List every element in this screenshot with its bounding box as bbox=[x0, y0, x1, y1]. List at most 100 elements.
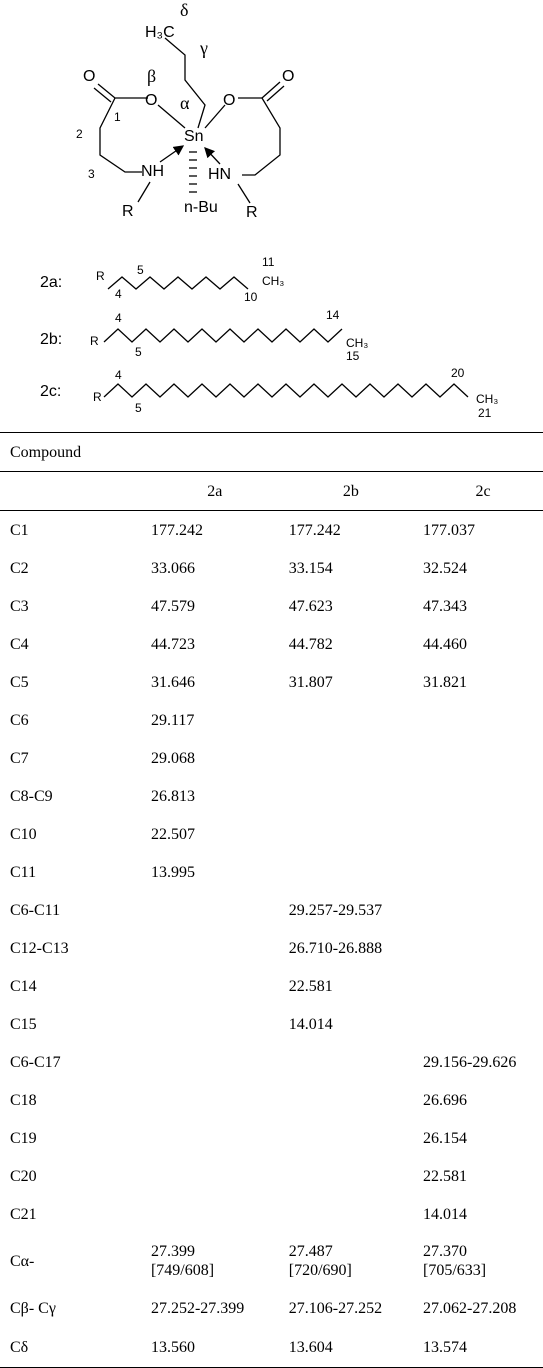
label: 10 bbox=[244, 290, 258, 304]
cell: C8-C9 bbox=[10, 787, 53, 805]
cell bbox=[141, 929, 279, 967]
cell: 47.623 bbox=[288, 597, 333, 615]
table-row: C8-C9 26.813 bbox=[0, 777, 543, 815]
cell: C2 bbox=[10, 559, 29, 577]
table-row: C10 22.507 bbox=[0, 815, 543, 853]
cell: 31.807 bbox=[288, 673, 333, 691]
table-row: C11 13.995 bbox=[0, 853, 543, 891]
bond bbox=[238, 97, 281, 176]
cell: 27.370 [705/633] bbox=[423, 1243, 487, 1279]
label: 4 bbox=[115, 311, 122, 325]
table-row: C3 47.579 47.623 47.343 bbox=[0, 587, 543, 625]
cell: 22.581 bbox=[288, 977, 333, 995]
cell bbox=[413, 739, 543, 777]
label: 5 bbox=[135, 345, 142, 359]
cell bbox=[279, 739, 413, 777]
label: R bbox=[246, 204, 258, 221]
cell: 22.507 bbox=[150, 825, 195, 843]
cell: C6-C11 bbox=[10, 901, 61, 919]
cell bbox=[279, 1195, 413, 1233]
table-row: C6-C11 29.257-29.537 bbox=[0, 891, 543, 929]
cell: 13.995 bbox=[150, 863, 195, 881]
cell: 177.037 bbox=[423, 521, 476, 539]
label: O bbox=[145, 92, 157, 109]
cell: C19 bbox=[10, 1129, 37, 1147]
cell: 31.821 bbox=[423, 673, 468, 691]
substituent-name: 2b: bbox=[40, 331, 62, 348]
label: H₃C bbox=[145, 24, 175, 41]
cell: C5 bbox=[10, 673, 29, 691]
cell bbox=[413, 891, 543, 929]
header-row: 2a 2b 2c bbox=[0, 471, 543, 511]
label: R bbox=[122, 203, 134, 220]
substituent-name: 2c: bbox=[40, 383, 61, 400]
cell: C7 bbox=[10, 749, 29, 767]
table-row: C20 22.581 bbox=[0, 1157, 543, 1195]
label: 15 bbox=[346, 349, 360, 363]
table-row: C12-C13 26.710-26.888 bbox=[0, 929, 543, 967]
cell bbox=[279, 815, 413, 853]
cell bbox=[141, 1157, 279, 1195]
label: CH₃ bbox=[346, 336, 368, 350]
label: γ bbox=[199, 38, 208, 58]
chain bbox=[103, 383, 469, 398]
cell bbox=[413, 967, 543, 1005]
hashed-bond bbox=[189, 151, 197, 193]
cell: 13.604 bbox=[278, 1327, 414, 1368]
bond bbox=[237, 183, 251, 204]
cell bbox=[141, 1005, 279, 1043]
cell: 33.154 bbox=[288, 559, 333, 577]
label: CH₃ bbox=[476, 392, 498, 406]
cell: 26.696 bbox=[423, 1091, 468, 1109]
table-row: Cα- 27.399 [749/608] 27.487 [720/690] 27.37… bbox=[0, 1233, 543, 1289]
table-row: C6-C17 29.156-29.626 bbox=[0, 1043, 543, 1081]
label: 5 bbox=[137, 263, 144, 277]
table-row: C5 31.646 31.807 31.821 bbox=[0, 663, 543, 701]
caption-row: Compound bbox=[0, 432, 543, 472]
cell: C11 bbox=[10, 863, 37, 881]
label: HN bbox=[208, 166, 231, 183]
cell bbox=[141, 967, 279, 1005]
cell: C14 bbox=[10, 977, 37, 995]
header-cell: 2c bbox=[413, 471, 543, 511]
cell: 44.723 bbox=[150, 635, 195, 653]
cell bbox=[279, 853, 413, 891]
cell bbox=[413, 815, 543, 853]
cell: 177.242 bbox=[288, 521, 341, 539]
label: 1 bbox=[114, 110, 121, 124]
label: 3 bbox=[88, 167, 95, 181]
coordination-arrow bbox=[159, 145, 185, 163]
label: Sn bbox=[184, 128, 204, 145]
label: O bbox=[223, 92, 235, 109]
label: R bbox=[93, 390, 102, 404]
table-row: C6 29.117 bbox=[0, 701, 543, 739]
cell bbox=[141, 1081, 279, 1119]
cell: 14.014 bbox=[423, 1205, 468, 1223]
label: CH₃ bbox=[262, 274, 284, 288]
table-row: C14 22.581 bbox=[0, 967, 543, 1005]
cell: C3 bbox=[10, 597, 29, 615]
cell bbox=[141, 1043, 279, 1081]
cell: 29.117 bbox=[150, 711, 195, 729]
label: 5 bbox=[135, 401, 142, 415]
label: 21 bbox=[478, 406, 492, 420]
cell bbox=[413, 1005, 543, 1043]
cell: 47.579 bbox=[150, 597, 195, 615]
cell: C15 bbox=[10, 1015, 37, 1033]
table-row: C1 177.242 177.242 177.037 bbox=[0, 511, 543, 550]
header-cell: 2a bbox=[140, 471, 279, 511]
label: α bbox=[180, 93, 190, 113]
cell: 27.062-27.208 bbox=[423, 1299, 517, 1317]
table-row: C21 14.014 bbox=[0, 1195, 543, 1233]
cell: C12-C13 bbox=[10, 939, 69, 957]
table-row: C18 26.696 bbox=[0, 1081, 543, 1119]
table-row: C2 33.066 33.154 32.524 bbox=[0, 549, 543, 587]
cell: C21 bbox=[10, 1205, 37, 1223]
cell: 33.066 bbox=[150, 559, 195, 577]
cell bbox=[141, 1119, 279, 1157]
cell bbox=[413, 701, 543, 739]
cell: 47.343 bbox=[423, 597, 468, 615]
chain bbox=[103, 328, 343, 343]
cell: 31.646 bbox=[150, 673, 195, 691]
